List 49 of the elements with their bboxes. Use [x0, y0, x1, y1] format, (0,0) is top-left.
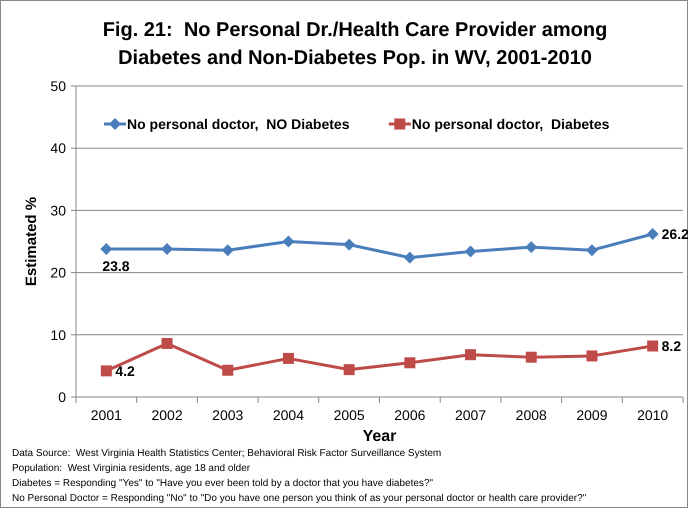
y-tick-label: 10	[50, 326, 66, 343]
point	[464, 245, 477, 258]
point	[344, 364, 355, 376]
point	[586, 350, 598, 362]
point	[100, 365, 112, 376]
y-tick-label: 0	[58, 389, 66, 405]
point	[282, 352, 294, 364]
point	[586, 244, 598, 256]
x-axis-title: Year	[362, 428, 396, 445]
text: Diabetes = Responding "Yes" to "Have you ever been told by a doctor that you have diabetes?"	[12, 478, 434, 489]
x-tick-label: 2007	[454, 407, 486, 423]
text: No Personal Doctor = Responding "No" to "Do you have one person you think of as your personal doctor or health care provider?"	[12, 493, 587, 504]
data-label: 26.2	[662, 226, 688, 242]
data-label: 4.2	[115, 362, 136, 379]
point	[525, 241, 538, 254]
point	[404, 357, 416, 368]
point	[647, 340, 658, 352]
point	[161, 242, 174, 255]
point	[222, 244, 234, 256]
x-tick-label: 2006	[394, 407, 426, 423]
point	[526, 352, 537, 363]
y-tick-label: 50	[50, 78, 66, 94]
point	[222, 364, 234, 376]
source-note: Data Source: West Virginia Health Statistics Center; Behavioral Risk Factor Surveillance System	[12, 448, 442, 459]
point	[343, 238, 356, 251]
point	[282, 236, 294, 248]
data-label: 23.8	[102, 258, 130, 274]
y-tick-label: 40	[50, 140, 66, 156]
chart-title: Fig. 21: No Personal Dr./Health Care Provider among Diabetes and Non-Diabetes Pop. in WV, 2001-2010	[102, 19, 608, 69]
y-axis-title: Estimated %	[23, 196, 40, 286]
x-tick-label: 2010	[637, 407, 668, 423]
x-tick-label: 2001	[90, 407, 122, 423]
legend-label: No personal doctor, Diabetes	[412, 116, 610, 132]
point	[100, 242, 112, 255]
x-tick-label: 2005	[334, 407, 365, 423]
legend-label: No personal doctor, NO Diabetes	[127, 116, 350, 132]
x-tick-label: 2004	[272, 407, 304, 423]
point	[646, 228, 659, 240]
point	[465, 349, 476, 360]
point	[162, 338, 173, 350]
text: Population: West Virginia residents, age 18 and older	[12, 463, 251, 474]
x-tick-label: 2009	[576, 407, 608, 423]
point	[404, 252, 416, 264]
data-label: 8.2	[662, 338, 682, 354]
y-tick-label: 20	[50, 264, 66, 281]
x-tick-label: 2002	[151, 407, 183, 423]
x-tick-label: 2008	[516, 407, 548, 423]
y-tick-label: 30	[50, 202, 66, 218]
x-tick-label: 2003	[212, 407, 244, 423]
